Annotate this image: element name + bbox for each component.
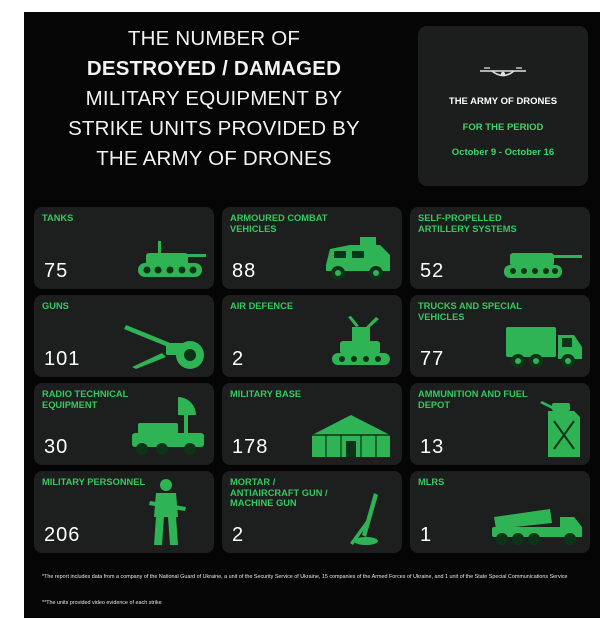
tile-radio-technical-equipment: RADIO TECHNICAL EQUIPMENT 30 (34, 383, 214, 465)
tile-label: SELF-PROPELLED ARTILLERY SYSTEMS (418, 213, 517, 234)
tile-value: 13 (420, 436, 445, 458)
tile-military-base: MILITARY BASE 178 (222, 383, 402, 465)
tile-value: 178 (232, 436, 269, 458)
tile-label: ARMOURED COMBAT VEHICLES (230, 213, 328, 234)
air-defence-icon (332, 316, 390, 365)
tile-military-personnel: MILITARY PERSONNEL 206 (34, 471, 214, 553)
tile-tanks: TANKS 75 (34, 207, 214, 289)
headline-line-4: STRIKE UNITS PROVIDED BY (68, 117, 360, 140)
tile-label: MILITARY BASE (230, 389, 302, 399)
brand-name: THE ARMY OF DRONES (448, 96, 558, 107)
headline-line-2: DESTROYED / DAMAGED (86, 57, 342, 80)
tile-armoured-combat-vehicles: ARMOURED COMBAT VEHICLES 88 (222, 207, 402, 289)
tile-label: MILITARY PERSONNEL (42, 477, 146, 487)
tile-guns: GUNS 101 (34, 295, 214, 377)
tile-label: AMMUNITION AND FUEL DEPOT (418, 389, 528, 410)
armoured-vehicle-icon (326, 237, 390, 280)
headline-line-5: THE ARMY OF DRONES (96, 147, 332, 170)
tile-label: TRUCKS AND SPECIAL VEHICLES (418, 301, 522, 322)
tile-trucks-special-vehicles: TRUCKS AND SPECIAL VEHICLES 77 (410, 295, 590, 377)
headline: THE NUMBER OF DESTROYED / DAMAGED MILITA… (34, 24, 394, 174)
tile-mlrs: MLRS 1 (410, 471, 590, 553)
truck-icon (506, 327, 582, 368)
jerrycan-icon (540, 401, 580, 457)
tile-value: 30 (44, 436, 69, 458)
tile-label: RADIO TECHNICAL EQUIPMENT (42, 389, 129, 410)
radio-equipment-icon (132, 397, 204, 455)
tile-value: 2 (232, 348, 245, 370)
footnote-video-evidence: **The units provided video evidence of e… (42, 600, 162, 606)
footnote-report-sources: *The report includes data from a company… (42, 574, 568, 580)
tile-value: 77 (420, 348, 445, 370)
tile-mortar-antiaircraft-machine-gun: MORTAR / ANTIAIRCRAFT GUN / MACHINE GUN … (222, 471, 402, 553)
tile-label: MORTAR / ANTIAIRCRAFT GUN / MACHINE GUN (230, 477, 328, 508)
tent-icon (312, 415, 390, 457)
mortar-icon (350, 493, 378, 545)
tank-icon (138, 241, 206, 277)
tile-label: GUNS (42, 301, 69, 311)
self-propelled-artillery-icon (504, 253, 582, 278)
period-dates: October 9 - October 16 (451, 147, 555, 158)
tile-value: 88 (232, 260, 257, 282)
tile-value: 52 (420, 260, 445, 282)
mlrs-icon (492, 509, 582, 545)
tile-ammunition-fuel-depot: AMMUNITION AND FUEL DEPOT 13 (410, 383, 590, 465)
drone-logo-icon (480, 67, 526, 77)
howitzer-icon (124, 325, 204, 369)
headline-line-1: THE NUMBER OF (127, 27, 301, 50)
tile-value: 101 (44, 348, 81, 370)
brand-panel: THE ARMY OF DRONES FOR THE PERIOD Octobe… (418, 26, 588, 186)
tile-value: 75 (44, 260, 69, 282)
tile-value: 206 (44, 524, 81, 546)
soldier-icon (149, 479, 186, 545)
tile-self-propelled-artillery: SELF-PROPELLED ARTILLERY SYSTEMS 52 (410, 207, 590, 289)
tile-label: AIR DEFENCE (230, 301, 294, 311)
tile-value: 1 (420, 524, 433, 546)
tile-value: 2 (232, 524, 245, 546)
period-label: FOR THE PERIOD (462, 122, 544, 133)
headline-line-3: MILITARY EQUIPMENT BY (85, 87, 343, 110)
tile-air-defence: AIR DEFENCE 2 (222, 295, 402, 377)
tile-label: MLRS (418, 477, 445, 487)
tile-label: TANKS (42, 213, 74, 223)
infographic-poster: THE NUMBER OF DESTROYED / DAMAGED MILITA… (24, 12, 600, 618)
